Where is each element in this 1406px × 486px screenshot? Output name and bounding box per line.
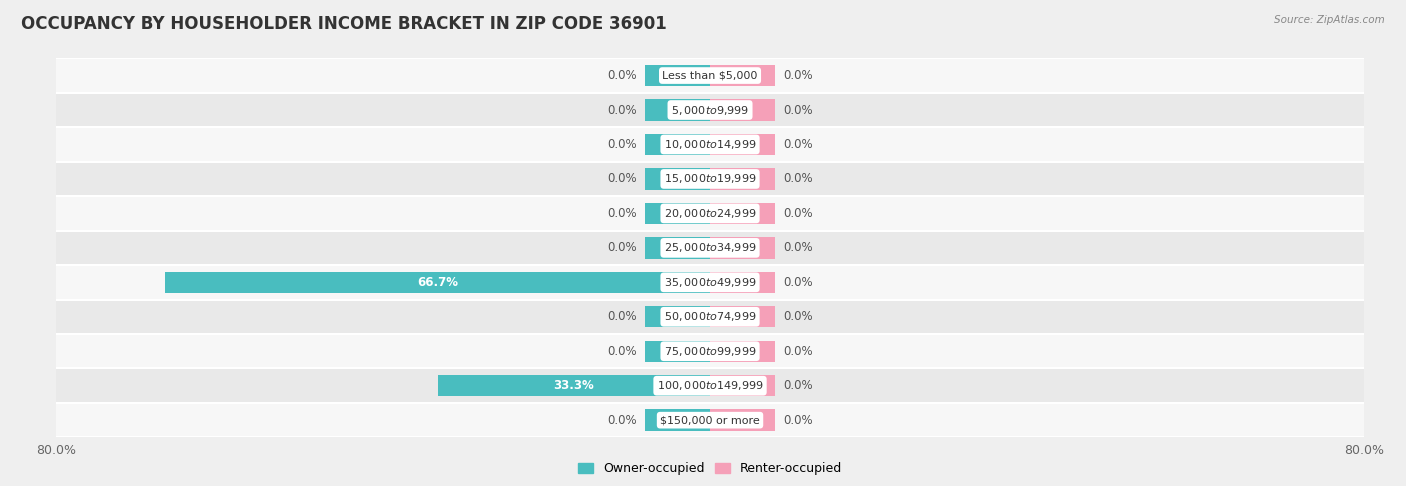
Bar	[56, 58, 1364, 93]
Bar	[644, 134, 710, 155]
Text: $150,000 or more: $150,000 or more	[661, 415, 759, 425]
Bar	[437, 375, 710, 397]
Text: $20,000 to $24,999: $20,000 to $24,999	[664, 207, 756, 220]
Text: 0.0%: 0.0%	[783, 242, 813, 254]
Text: 0.0%: 0.0%	[607, 345, 637, 358]
Text: 0.0%: 0.0%	[783, 414, 813, 427]
Bar	[710, 134, 776, 155]
Bar	[710, 306, 776, 328]
Text: $35,000 to $49,999: $35,000 to $49,999	[664, 276, 756, 289]
Bar	[56, 162, 1364, 196]
Text: 0.0%: 0.0%	[783, 104, 813, 117]
Text: 0.0%: 0.0%	[783, 310, 813, 323]
Bar	[710, 237, 776, 259]
Text: $100,000 to $149,999: $100,000 to $149,999	[657, 379, 763, 392]
Bar	[56, 403, 1364, 437]
Legend: Owner-occupied, Renter-occupied: Owner-occupied, Renter-occupied	[574, 457, 846, 481]
Bar	[644, 65, 710, 86]
Bar	[56, 127, 1364, 162]
Text: 33.3%: 33.3%	[554, 379, 595, 392]
Bar	[710, 65, 776, 86]
Bar	[644, 203, 710, 224]
Text: $75,000 to $99,999: $75,000 to $99,999	[664, 345, 756, 358]
Bar	[710, 272, 776, 293]
Text: Source: ZipAtlas.com: Source: ZipAtlas.com	[1274, 15, 1385, 25]
Text: 0.0%: 0.0%	[783, 173, 813, 186]
Text: 0.0%: 0.0%	[783, 69, 813, 82]
Text: $10,000 to $14,999: $10,000 to $14,999	[664, 138, 756, 151]
Text: $5,000 to $9,999: $5,000 to $9,999	[671, 104, 749, 117]
Bar	[644, 237, 710, 259]
Bar	[644, 341, 710, 362]
Text: 0.0%: 0.0%	[783, 207, 813, 220]
Text: $50,000 to $74,999: $50,000 to $74,999	[664, 310, 756, 323]
Text: 0.0%: 0.0%	[607, 138, 637, 151]
Bar	[56, 196, 1364, 231]
Bar	[710, 99, 776, 121]
Text: 0.0%: 0.0%	[607, 173, 637, 186]
Text: 0.0%: 0.0%	[783, 345, 813, 358]
Bar	[56, 334, 1364, 368]
Text: 66.7%: 66.7%	[418, 276, 458, 289]
Bar	[644, 168, 710, 190]
Text: 0.0%: 0.0%	[607, 310, 637, 323]
Text: Less than $5,000: Less than $5,000	[662, 70, 758, 81]
Bar	[644, 410, 710, 431]
Text: 0.0%: 0.0%	[607, 69, 637, 82]
Text: $15,000 to $19,999: $15,000 to $19,999	[664, 173, 756, 186]
Bar	[644, 306, 710, 328]
Text: 0.0%: 0.0%	[607, 414, 637, 427]
Text: 0.0%: 0.0%	[783, 138, 813, 151]
Text: 0.0%: 0.0%	[607, 207, 637, 220]
Bar	[56, 299, 1364, 334]
Text: 0.0%: 0.0%	[783, 276, 813, 289]
Bar	[710, 168, 776, 190]
Bar	[710, 203, 776, 224]
Bar	[56, 231, 1364, 265]
Bar	[56, 368, 1364, 403]
Text: 0.0%: 0.0%	[607, 242, 637, 254]
Bar	[710, 341, 776, 362]
Bar	[710, 375, 776, 397]
Bar	[644, 99, 710, 121]
Text: 0.0%: 0.0%	[783, 379, 813, 392]
Text: $25,000 to $34,999: $25,000 to $34,999	[664, 242, 756, 254]
Bar	[165, 272, 710, 293]
Bar	[710, 410, 776, 431]
Bar	[56, 93, 1364, 127]
Text: OCCUPANCY BY HOUSEHOLDER INCOME BRACKET IN ZIP CODE 36901: OCCUPANCY BY HOUSEHOLDER INCOME BRACKET …	[21, 15, 666, 33]
Text: 0.0%: 0.0%	[607, 104, 637, 117]
Bar	[56, 265, 1364, 299]
